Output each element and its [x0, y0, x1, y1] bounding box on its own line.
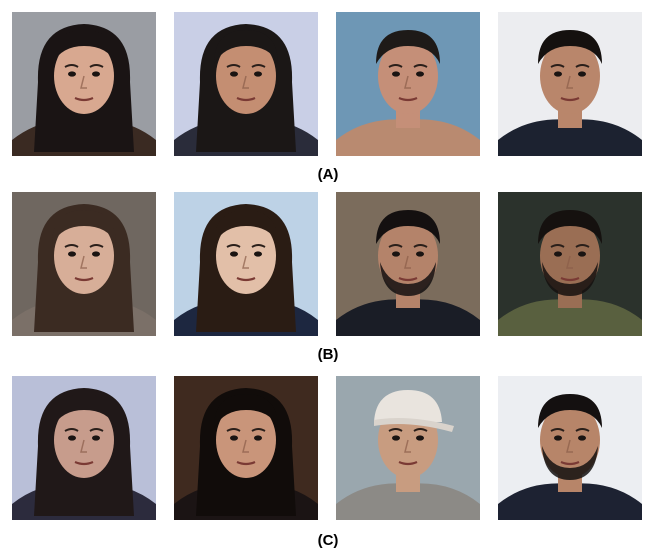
face-image [174, 12, 318, 156]
row-caption: (C) [317, 532, 339, 549]
face-image [498, 376, 642, 520]
face-image [336, 12, 480, 156]
face-image [336, 376, 480, 520]
face-image [498, 192, 642, 336]
face-image [174, 192, 318, 336]
face-image [12, 192, 156, 336]
face-image [498, 12, 642, 156]
face-image [12, 12, 156, 156]
face-image [12, 376, 156, 520]
row-caption: (A) [317, 166, 339, 183]
face-image [174, 376, 318, 520]
face-image [336, 192, 480, 336]
row-caption: (B) [317, 346, 339, 363]
